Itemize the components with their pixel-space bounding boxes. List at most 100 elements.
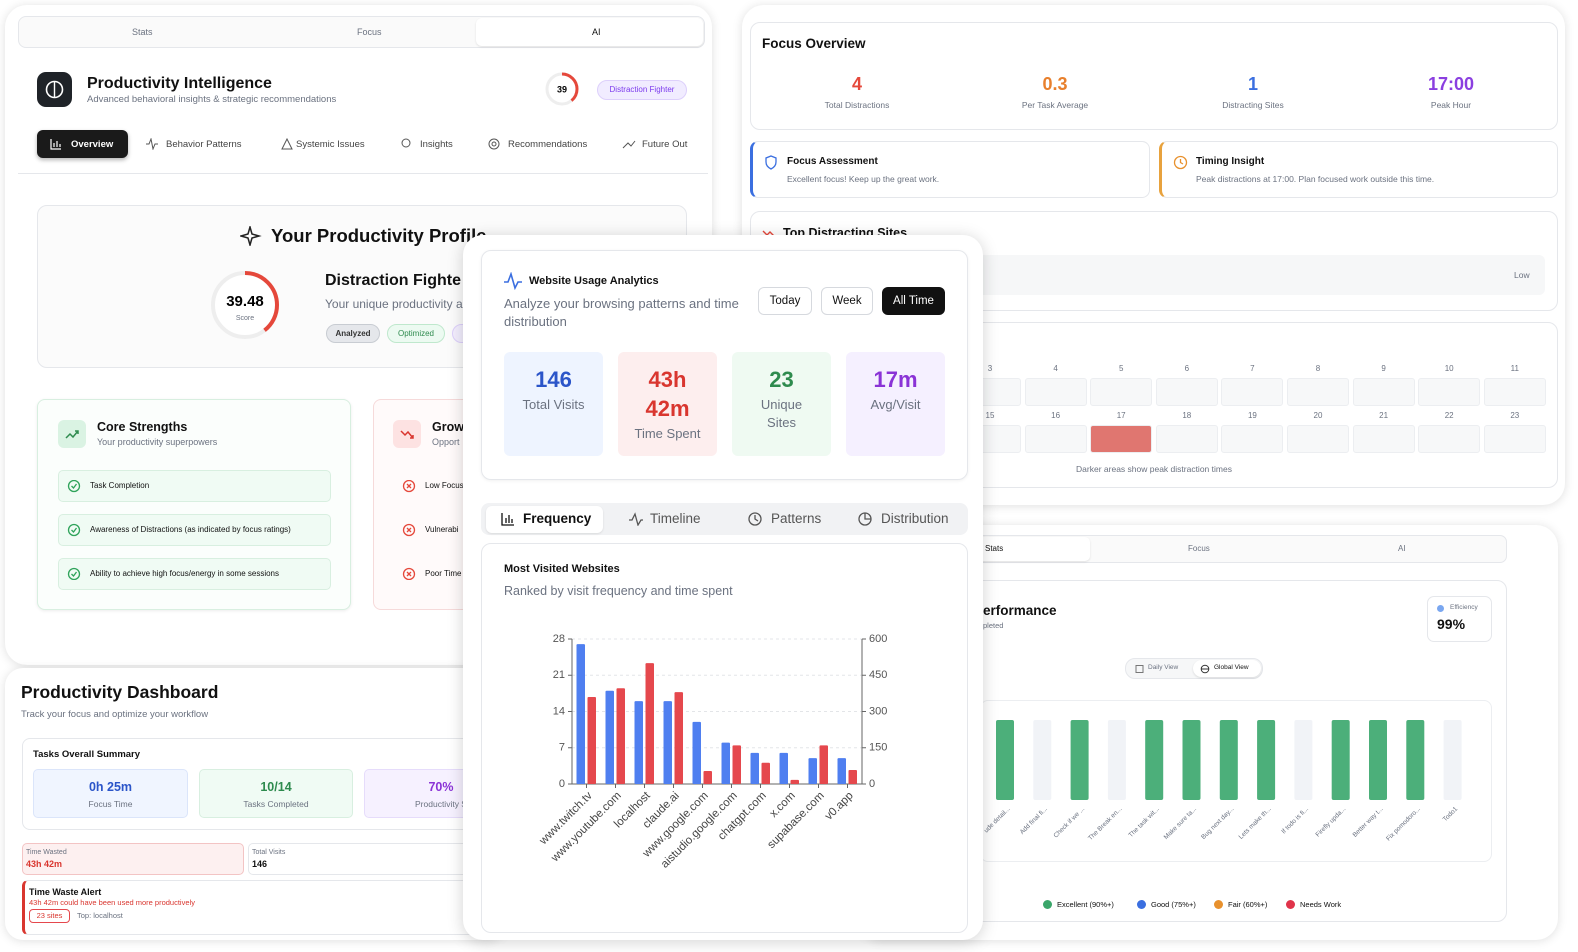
y-tick-label: 28	[553, 633, 565, 645]
legend-label: Excellent (90%+)	[1057, 900, 1114, 909]
stat-value: 17m	[873, 367, 918, 392]
bar-track	[1443, 720, 1462, 800]
stat-value: 43h 42m	[645, 367, 690, 421]
strengths-subtitle: Your productivity superpowers	[97, 437, 218, 447]
shape	[501, 513, 514, 526]
bar	[1406, 720, 1425, 800]
chart-tab[interactable]: Timeline	[650, 511, 701, 526]
bar	[1145, 720, 1164, 800]
usage-chart: 071421280150300450600www.twitch.tvwww.yo…	[537, 633, 888, 871]
chart-tab[interactable]: Frequency	[523, 511, 592, 526]
range-button[interactable]: All Time	[882, 287, 945, 315]
hour-label: 20	[1313, 411, 1323, 420]
trend-down-icon	[393, 420, 421, 448]
profile-type: Distraction Fighte	[325, 272, 462, 289]
tab[interactable]: Stats	[132, 27, 153, 37]
stat-label: Focus Time	[88, 799, 133, 809]
strength-item: Ability to achieve high focus/energy in …	[90, 569, 279, 578]
growth-item: Vulnerabi	[425, 525, 459, 534]
shape	[402, 523, 416, 537]
heat-cell	[1024, 378, 1087, 406]
bar	[996, 720, 1014, 800]
shape	[1179, 159, 1184, 165]
shape	[65, 430, 79, 439]
strength-item: Task Completion	[90, 481, 150, 490]
nav-item[interactable]: Recommendations	[508, 139, 588, 150]
x-tick-label: If todo is fi...	[1280, 806, 1310, 836]
stat-value: 1	[1247, 74, 1258, 94]
bar	[848, 769, 857, 784]
nav-item[interactable]: Overview	[71, 139, 114, 150]
chart-tab[interactable]: Patterns	[771, 511, 822, 526]
y2-tick-label: 150	[869, 742, 887, 754]
bar	[1070, 720, 1089, 800]
legend-dot	[1286, 900, 1295, 909]
bar	[790, 779, 799, 784]
sparkle-icon	[240, 226, 262, 246]
active-view[interactable]	[1193, 660, 1261, 677]
tag: Optimized	[387, 324, 445, 343]
check-icons	[67, 480, 81, 580]
stat-label: Total Distractions	[824, 100, 890, 110]
bar	[761, 762, 770, 784]
stat-value: 0.3	[1042, 74, 1068, 94]
heat-cell	[1221, 425, 1284, 453]
tab[interactable]: Focus	[357, 27, 382, 37]
x-tick-label: Fix pomodoro...	[1385, 806, 1422, 843]
shape	[504, 272, 522, 290]
tab[interactable]: Focus	[1188, 544, 1210, 553]
x-tick-label: Add final fi...	[1019, 806, 1049, 836]
profile-ring: 39.48 Score	[211, 271, 279, 339]
score: 39	[557, 84, 567, 94]
hour-label: 8	[1315, 364, 1321, 373]
heat-cell	[1090, 425, 1153, 453]
stat-box: 146 Total Visits	[504, 352, 603, 456]
ring-arc	[211, 271, 279, 339]
nav-item[interactable]: Behavior Patterns	[166, 139, 242, 150]
shape	[406, 483, 412, 489]
range-button[interactable]: Today	[758, 287, 812, 315]
shape	[406, 571, 412, 577]
active-tab[interactable]	[972, 537, 1090, 561]
efficiency-label: Efficiency	[1450, 604, 1478, 611]
wasted-value: 43h 42m	[26, 859, 63, 869]
shape	[402, 480, 416, 580]
range-button[interactable]: Week	[821, 287, 873, 315]
card-title: Timing Insight	[1196, 156, 1265, 167]
shape	[1173, 155, 1188, 170]
chart-tab[interactable]: Distribution	[881, 511, 949, 526]
view-option[interactable]: Global View	[1214, 664, 1249, 671]
pulse-icon	[504, 272, 522, 290]
heat-cell	[1024, 425, 1087, 453]
nav-item[interactable]: Insights	[420, 139, 453, 150]
legend-dot	[1137, 900, 1146, 909]
active-nav[interactable]	[37, 130, 128, 158]
bar	[837, 758, 846, 784]
nav-item[interactable]: Future Out	[642, 139, 688, 150]
hour-label: 11	[1510, 364, 1519, 373]
tab[interactable]: AI	[592, 27, 601, 37]
badge: Distraction Fighter	[597, 80, 687, 100]
hour-label: 17	[1116, 411, 1126, 420]
shape	[146, 138, 158, 150]
hour-label: 10	[1444, 364, 1454, 373]
stat-box	[33, 769, 188, 818]
x-tick-label: Bug next day...	[1200, 806, 1235, 841]
shape	[864, 513, 871, 520]
usage-title: Website Usage Analytics	[529, 275, 659, 287]
x-tick-label: Check if we ...	[1052, 806, 1086, 840]
shape	[748, 512, 762, 526]
view-option[interactable]: Daily View	[1148, 664, 1179, 671]
usage-panel: Website Usage Analytics Analyze your bro…	[463, 235, 983, 940]
hour-label: 15	[985, 411, 995, 420]
bar	[819, 745, 828, 784]
stat-box: 43h 42m Time Spent	[618, 352, 717, 456]
tab[interactable]: Stats	[985, 544, 1004, 553]
bar	[576, 644, 585, 784]
shape	[71, 527, 78, 533]
icon	[50, 139, 61, 150]
nav-item[interactable]: Systemic Issues	[296, 139, 365, 150]
active-tab[interactable]	[476, 18, 703, 46]
hour-label: 16	[1051, 411, 1061, 420]
tab[interactable]: AI	[1398, 544, 1406, 553]
